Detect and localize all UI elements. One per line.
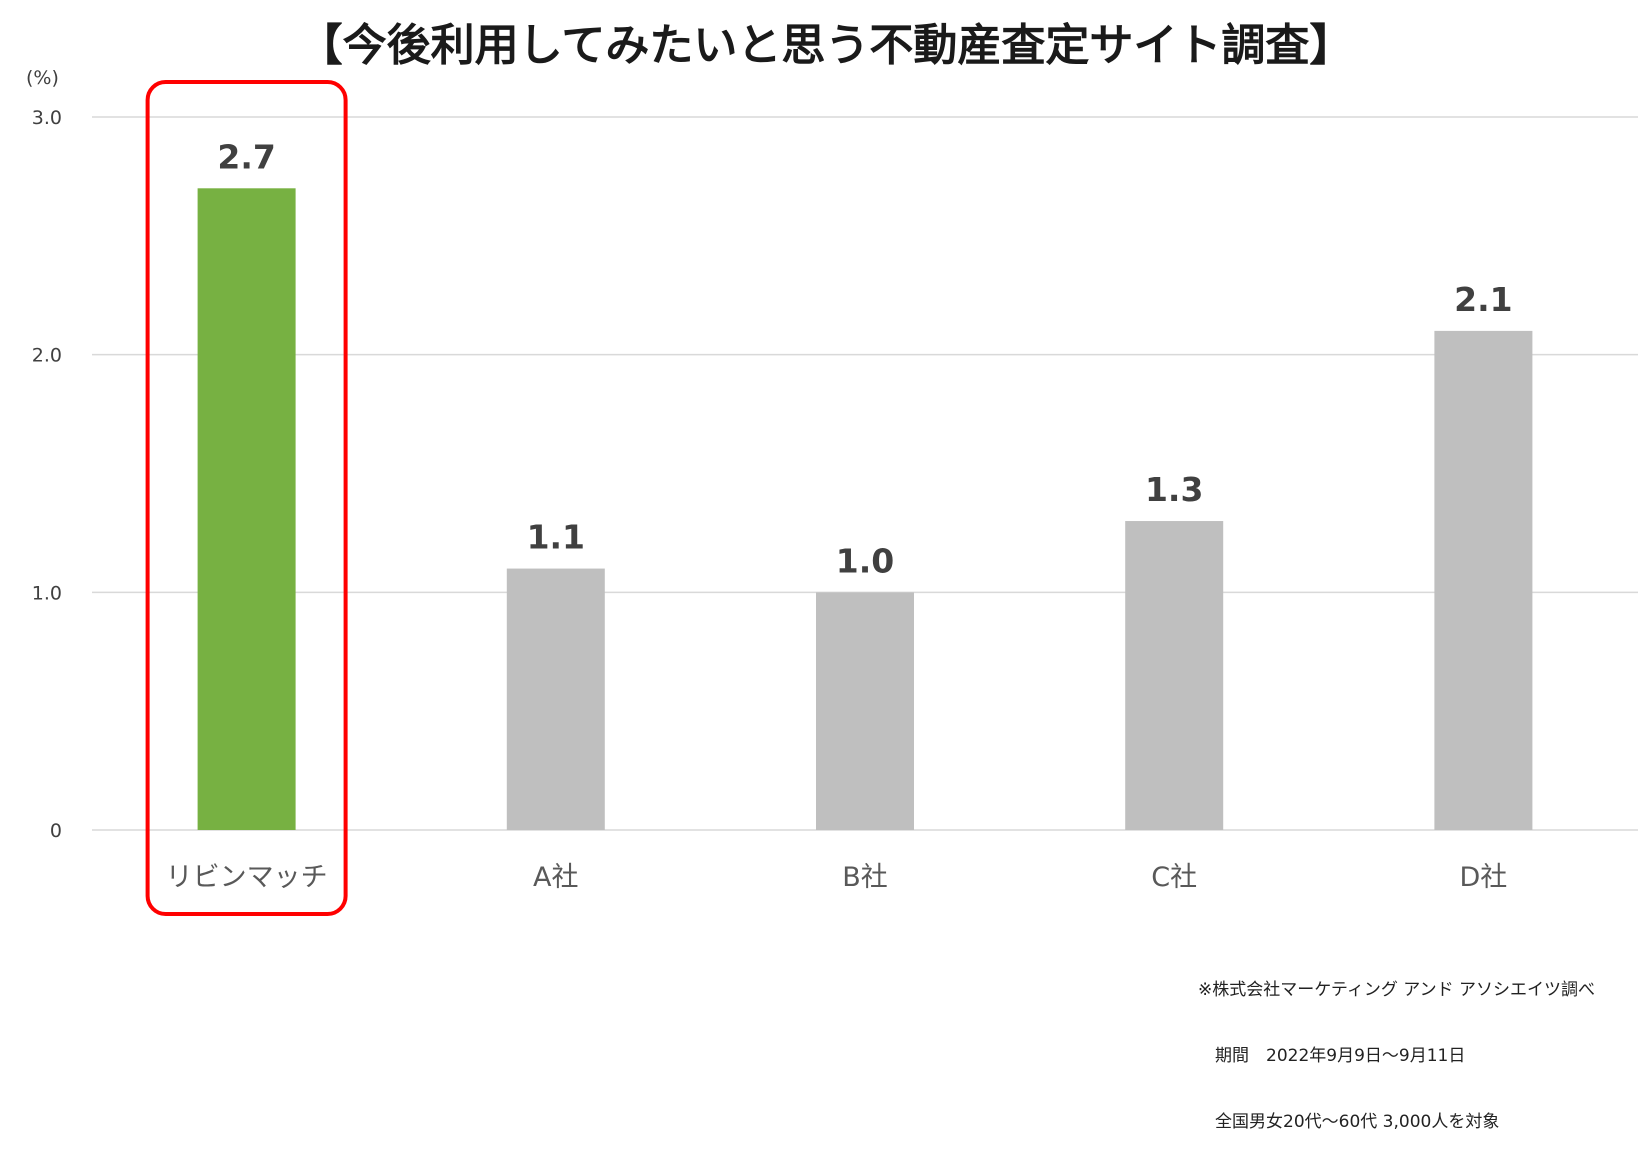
bar bbox=[1434, 330, 1533, 830]
data-label: 1.3 bbox=[1145, 470, 1203, 509]
y-tick-label: 0 bbox=[50, 820, 62, 842]
x-category-label: A社 bbox=[533, 862, 578, 893]
highlight-box bbox=[145, 80, 348, 916]
chart-title: 【今後利用してみたいと思う不動産査定サイト調査】 bbox=[299, 20, 1354, 71]
source-note-line: 期間 2022年9月9日～9月11日 bbox=[1198, 1046, 1466, 1066]
y-axis-unit: (%) bbox=[26, 67, 59, 89]
source-note-line: 全国男女20代～60代 3,000人を対象 bbox=[1198, 1112, 1500, 1132]
source-note: ※株式会社マーケティング アンド アソシエイツ調べ 期間 2022年9月9日～9… bbox=[1198, 935, 1595, 1155]
data-labels: 2.7 1.1 1.0 1.3 2.1 bbox=[217, 137, 1512, 580]
x-category-label: B社 bbox=[842, 862, 888, 893]
x-category-labels: リビンマッチ A社 B社 C社 D社 bbox=[166, 862, 1508, 893]
bar bbox=[1125, 521, 1224, 830]
bars bbox=[197, 188, 1533, 831]
bar bbox=[197, 188, 296, 831]
data-label: 2.7 bbox=[217, 137, 275, 176]
y-tick-label: 3.0 bbox=[32, 107, 62, 129]
source-note-line: ※株式会社マーケティング アンド アソシエイツ調べ bbox=[1198, 980, 1596, 1000]
bar bbox=[816, 592, 914, 830]
x-category-label: C社 bbox=[1151, 862, 1197, 893]
data-label: 1.1 bbox=[527, 518, 585, 557]
y-tick-label: 1.0 bbox=[32, 582, 62, 604]
x-category-label: リビンマッチ bbox=[166, 862, 328, 893]
data-label: 1.0 bbox=[836, 541, 894, 580]
bar bbox=[506, 568, 605, 830]
x-category-label: D社 bbox=[1460, 862, 1508, 893]
y-tick-label: 2.0 bbox=[32, 345, 62, 367]
y-tick-labels: 0 1.0 2.0 3.0 bbox=[32, 107, 62, 842]
bar-chart: 【今後利用してみたいと思う不動産査定サイト調査】 (%) 01.02.03.0 … bbox=[26, 20, 1638, 916]
data-label: 2.1 bbox=[1454, 280, 1512, 319]
